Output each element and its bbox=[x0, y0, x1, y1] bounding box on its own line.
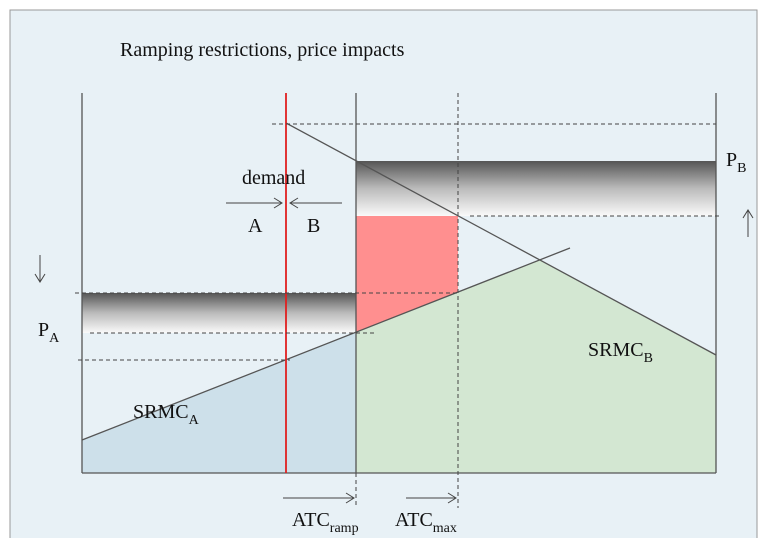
area-b bbox=[356, 260, 716, 473]
arrow bbox=[283, 492, 355, 504]
label-main: ATC bbox=[292, 509, 330, 531]
label: SRMCA bbox=[133, 401, 200, 428]
label-main: SRMC bbox=[133, 401, 189, 423]
area-a bbox=[82, 332, 356, 473]
title: Ramping restrictions, price impacts bbox=[120, 39, 405, 61]
label-sub: max bbox=[433, 521, 457, 536]
label-main: ATC bbox=[395, 509, 433, 531]
arrow bbox=[289, 197, 342, 209]
label-sub: ramp bbox=[330, 521, 359, 536]
label: B bbox=[307, 215, 320, 237]
label-sub: A bbox=[49, 331, 60, 346]
label: SRMCB bbox=[588, 339, 653, 366]
label: ATCmax bbox=[395, 509, 457, 536]
label: ATCramp bbox=[292, 509, 359, 536]
arrow bbox=[226, 197, 283, 209]
label-main: SRMC bbox=[588, 339, 644, 361]
label: demand bbox=[242, 167, 305, 189]
srmc-b-line bbox=[285, 122, 717, 356]
label: A bbox=[248, 215, 263, 237]
price-band-a bbox=[82, 293, 356, 333]
label-main: P bbox=[38, 319, 49, 341]
srmc-a-line bbox=[81, 247, 571, 441]
label: PB bbox=[726, 149, 746, 176]
label: PA bbox=[38, 319, 60, 346]
label-sub: B bbox=[644, 351, 653, 366]
arrow bbox=[34, 255, 46, 283]
price-band-b bbox=[356, 161, 716, 216]
label-main: P bbox=[726, 149, 737, 171]
label-sub: A bbox=[189, 413, 200, 428]
arrow bbox=[406, 492, 457, 504]
arrow bbox=[742, 209, 754, 237]
label-sub: B bbox=[737, 161, 746, 176]
